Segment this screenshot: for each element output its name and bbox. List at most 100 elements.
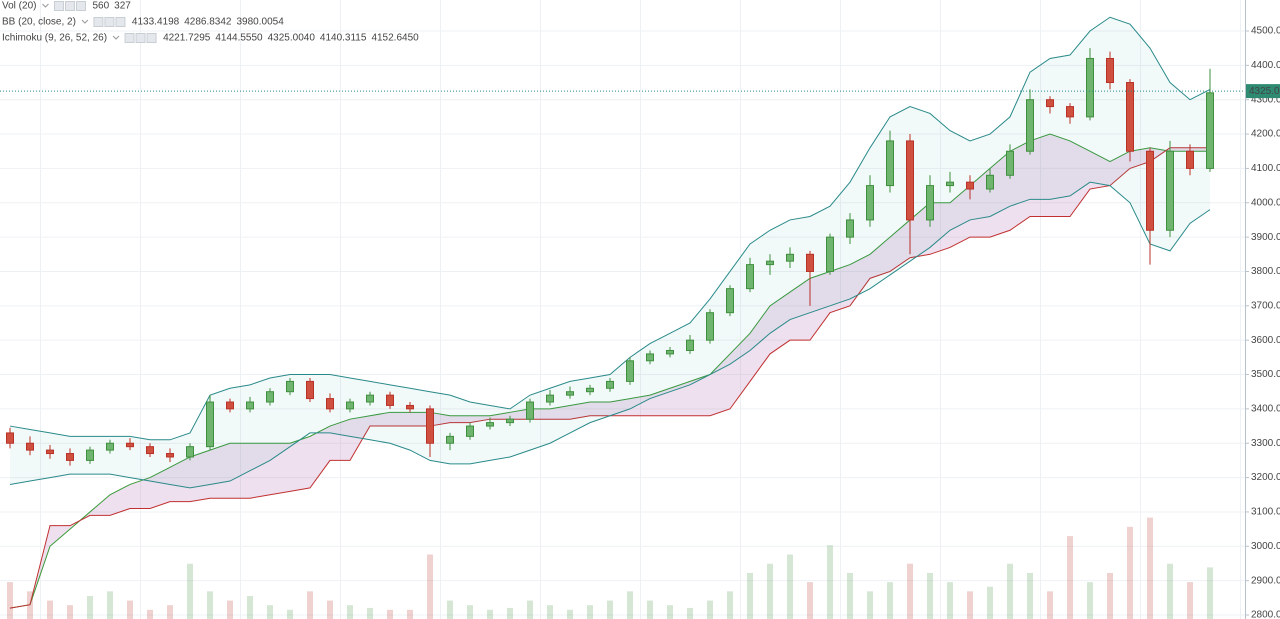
y-tick-label: 3800.00 [1251,266,1280,277]
legend-dropdown [81,19,89,24]
candle-body [1026,99,1034,152]
legend-icon [93,17,104,27]
volume-bar [1147,517,1153,619]
volume-bar [767,563,773,619]
candle-body [826,236,834,272]
y-tick-label: 4000.00 [1251,197,1280,208]
bollinger-upper [9,16,1211,441]
candle-body [706,312,714,341]
candle-body [326,398,334,410]
candle-body [446,435,454,444]
volume-bar [607,600,613,619]
y-tick-label: 3000.00 [1251,541,1280,552]
candle-body [686,339,694,351]
volume-bar [147,609,153,619]
legend-label: Ichimoku (9, 26, 52, 26) [2,33,107,44]
candle-body [806,253,814,272]
volume-bar [507,607,513,619]
volume-bar [1027,572,1033,619]
candle-body [846,219,854,238]
volume-bar [827,545,833,619]
legend-icon [146,33,157,43]
volume-bar [707,600,713,619]
candle-body [346,401,354,410]
candle-body [186,446,194,458]
legend-label: Vol (20) [2,1,36,12]
legend-value: 4133.4198 [132,17,180,28]
candle-body [66,453,74,461]
legend-icon [135,33,146,43]
candle-body [6,432,14,444]
candle-body [606,380,614,389]
candle-body [1066,106,1074,118]
candle-body [306,380,314,400]
volume-bar [367,607,373,619]
volume-bar [647,600,653,619]
y-tick-label: 4400.00 [1251,60,1280,71]
candle-body [426,408,434,444]
volume-bar [567,609,573,619]
volume-bar [67,605,73,619]
volume-bar [267,605,273,619]
candle-body [386,394,394,406]
candle-body [86,449,94,461]
y-tick-label: 3700.00 [1251,300,1280,311]
y-tick-label: 4300.00 [1251,94,1280,105]
legend-value: 327 [114,1,131,12]
y-tick-label: 3400.00 [1251,404,1280,415]
volume-bar [1007,563,1013,619]
volume-bar [907,563,913,619]
y-tick-label: 3500.00 [1251,369,1280,380]
volume-bar [1107,572,1113,619]
volume-bar [687,607,693,619]
candle-body [226,401,234,410]
y-tick-label: 3900.00 [1251,232,1280,243]
volume-bar [47,600,53,619]
candle-body [486,422,494,427]
legend: Vol (20) 560 327 BB (20, close, 2) 4133.4198… [2,1,419,44]
legend-value: 4152.6450 [371,33,419,44]
volume-bar [807,582,813,619]
candle-body [26,442,34,451]
volume-bar [1087,582,1093,619]
candle-body [626,360,634,382]
candle-body [1166,150,1174,231]
candle-body [666,349,674,355]
candle-body [1206,92,1214,169]
volume-bar [247,595,253,619]
candle-body [146,446,154,455]
volume-bar [867,591,873,619]
volume-bar [487,609,493,619]
legend-icon [104,17,115,27]
candle-body [1086,57,1094,118]
volume-bar [1167,563,1173,619]
volume-bar [187,563,193,619]
candle-body [546,394,554,403]
y-tick-label: 3100.00 [1251,507,1280,518]
volume-bar [1127,526,1133,619]
volume-bar [927,572,933,619]
candle-body [786,253,794,262]
candle-body [966,181,974,190]
candle-body [946,181,954,187]
volume-bar [747,572,753,619]
volume-bar [307,591,313,619]
price-axis: 2800.00 2900.00 3000.00 3100.00 3200.00 3300.… [1245,26,1280,619]
candle-body [106,442,114,451]
volume-bar [107,591,113,619]
candle-body [566,391,574,396]
current-price-label: 4325.00 [1249,86,1280,97]
legend-icon [124,33,135,43]
volume-bar [207,591,213,619]
volume-bar [1047,591,1053,619]
candle-body [766,260,774,266]
volume-bar [1207,567,1213,619]
volume-bar [887,582,893,619]
volume-bar [427,554,433,619]
candle-body [1146,150,1154,231]
plot [0,16,1245,619]
volume-bar [547,605,553,619]
legend-value: 4140.3115 [320,33,367,44]
